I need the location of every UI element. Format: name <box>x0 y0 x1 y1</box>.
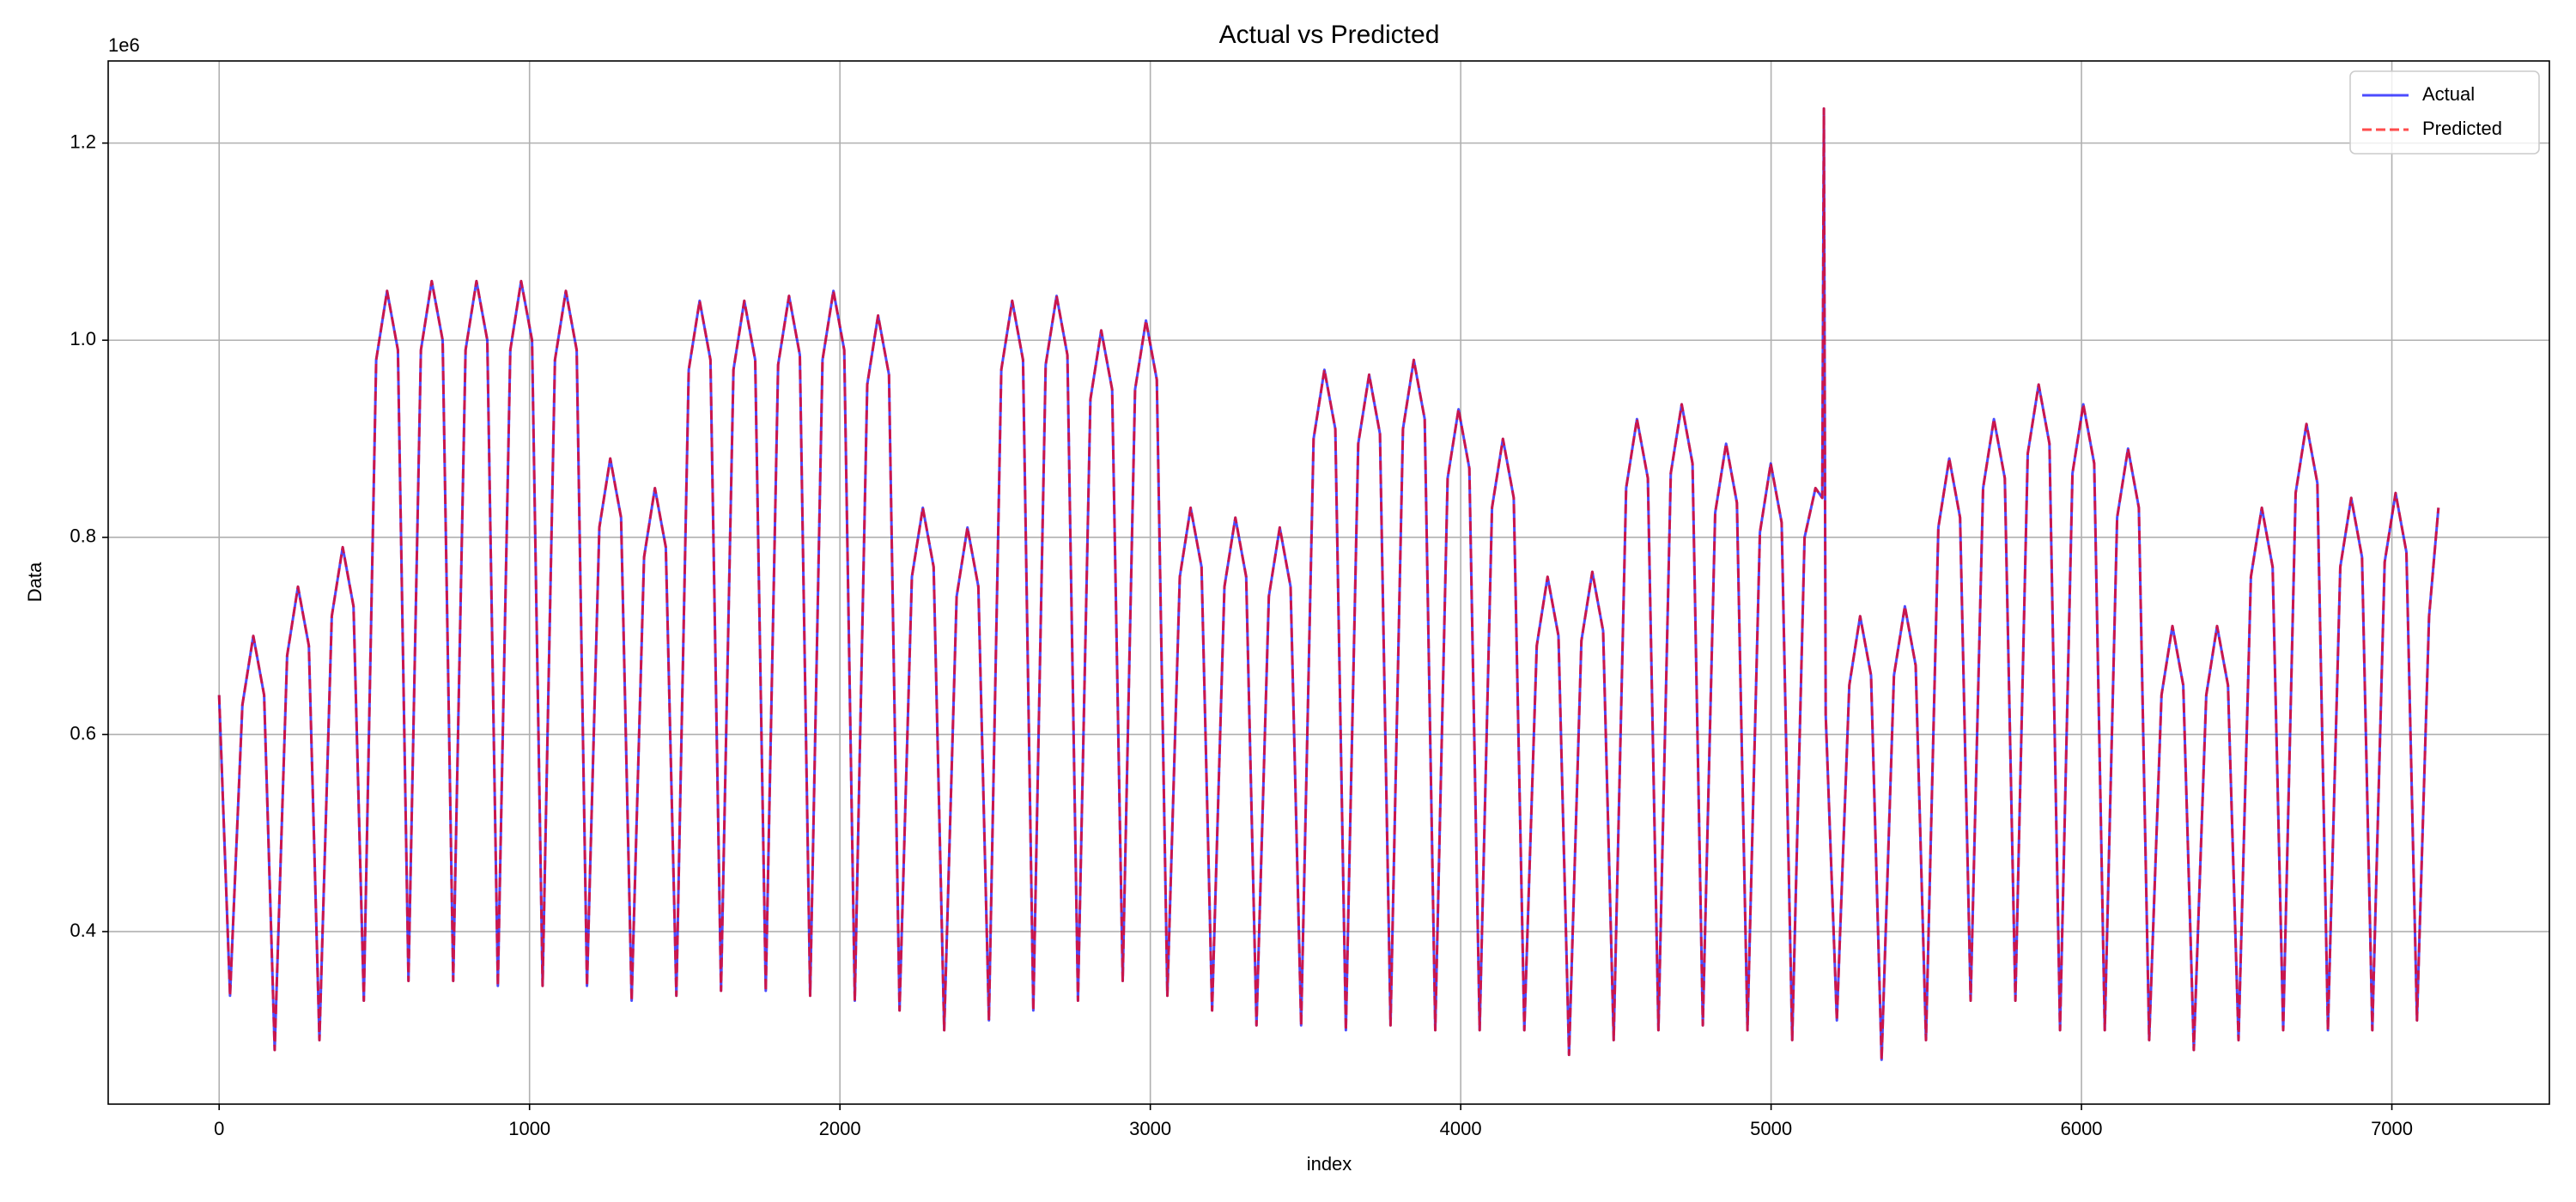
legend-box <box>2349 70 2540 155</box>
plot-frame <box>107 60 2550 1105</box>
x-tick-label: 6000 <box>2061 1118 2103 1139</box>
y-tick-label: 1.0 <box>70 328 96 349</box>
data-line <box>217 107 2440 1061</box>
y-offset-label: 1e6 <box>108 34 140 56</box>
legend-label: Actual <box>2422 83 2475 105</box>
x-tick-label: 3000 <box>1129 1118 1171 1139</box>
y-tick-label: 0.4 <box>70 920 96 941</box>
x-tick-label: 1000 <box>508 1118 550 1139</box>
x-tick-label: 0 <box>214 1118 224 1139</box>
y-axis-label: Data <box>24 562 46 602</box>
legend-label: Predicted <box>2422 118 2502 139</box>
chart-title: Actual vs Predicted <box>1219 21 1440 49</box>
y-tick-label: 0.6 <box>70 722 96 744</box>
x-tick-label: 4000 <box>1440 1118 1482 1139</box>
x-tick-label: 2000 <box>819 1118 861 1139</box>
x-tick-label: 5000 <box>1750 1118 1792 1139</box>
y-tick-label: 0.8 <box>70 525 96 547</box>
x-tick-label: 7000 <box>2371 1118 2413 1139</box>
y-tick-label: 1.2 <box>70 131 96 152</box>
x-axis-label: index <box>1307 1153 1352 1175</box>
